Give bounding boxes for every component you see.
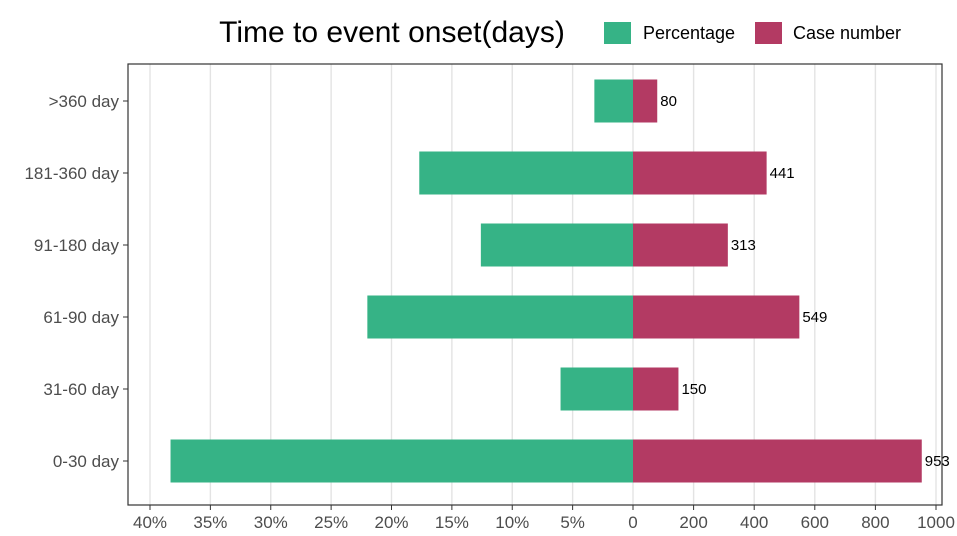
y-tick-label: 91-180 day [34,236,120,255]
x-tick-label: 25% [314,513,348,531]
chart-legend: Percentage Case number [604,22,901,44]
bar-case-number [633,223,728,267]
y-tick-label: >360 day [49,92,120,111]
grid-lines [149,64,937,505]
y-tick-label: 61-90 day [43,308,119,327]
x-tick-label: 20% [374,513,408,531]
bar-percentage [367,295,633,339]
y-tick-label: 181-360 day [24,164,119,183]
legend-label-case-number: Case number [793,23,901,43]
data-label-case-number: 953 [925,453,950,470]
bar-case-number [633,367,679,411]
bar-percentage [419,151,633,195]
bar-case-number [633,295,800,339]
legend-swatch-case-number [755,22,782,44]
chart-title: Time to event onset(days) [219,16,565,49]
data-label-case-number: 313 [731,237,756,254]
bar-percentage [560,367,633,411]
x-tick-label: 0 [628,513,637,531]
x-tick-label: 5% [560,513,585,531]
data-label-case-number: 549 [802,309,827,326]
plot-border [127,63,943,506]
data-label-case-number: 80 [660,93,677,110]
x-axis: 40% 35% 30% 25% 20% 15% 10% 5% 0 200 400 600 800 1000 [133,505,955,532]
plot-panel [128,64,942,505]
data-label-case-number: 150 [681,381,706,398]
bar-case-number [633,439,922,483]
x-tick-label: 15% [435,513,469,531]
y-axis: 0-30 day 31-60 day 61-90 day 91-180 day 181-… [24,92,128,471]
x-tick-label: 40% [133,513,167,531]
x-tick-label: 10% [495,513,529,531]
x-tick-label: 35% [193,513,227,531]
legend-swatch-percentage [604,22,631,44]
bars [170,79,922,483]
bar-case-number [633,151,767,195]
bar-percentage [594,79,633,123]
x-tick-label: 600 [801,513,829,531]
x-tick-label: 400 [740,513,768,531]
bar-percentage [170,439,633,483]
data-labels: 953 150 549 313 441 80 [660,93,950,470]
data-label-case-number: 441 [770,165,795,182]
x-tick-label: 30% [254,513,288,531]
legend-label-percentage: Percentage [643,23,735,43]
x-tick-label: 800 [861,513,889,531]
x-tick-label: 1000 [917,513,955,531]
y-tick-label: 0-30 day [53,452,120,471]
y-tick-label: 31-60 day [43,380,119,399]
bar-case-number [633,79,658,123]
x-tick-label: 200 [679,513,707,531]
bar-percentage [480,223,633,267]
